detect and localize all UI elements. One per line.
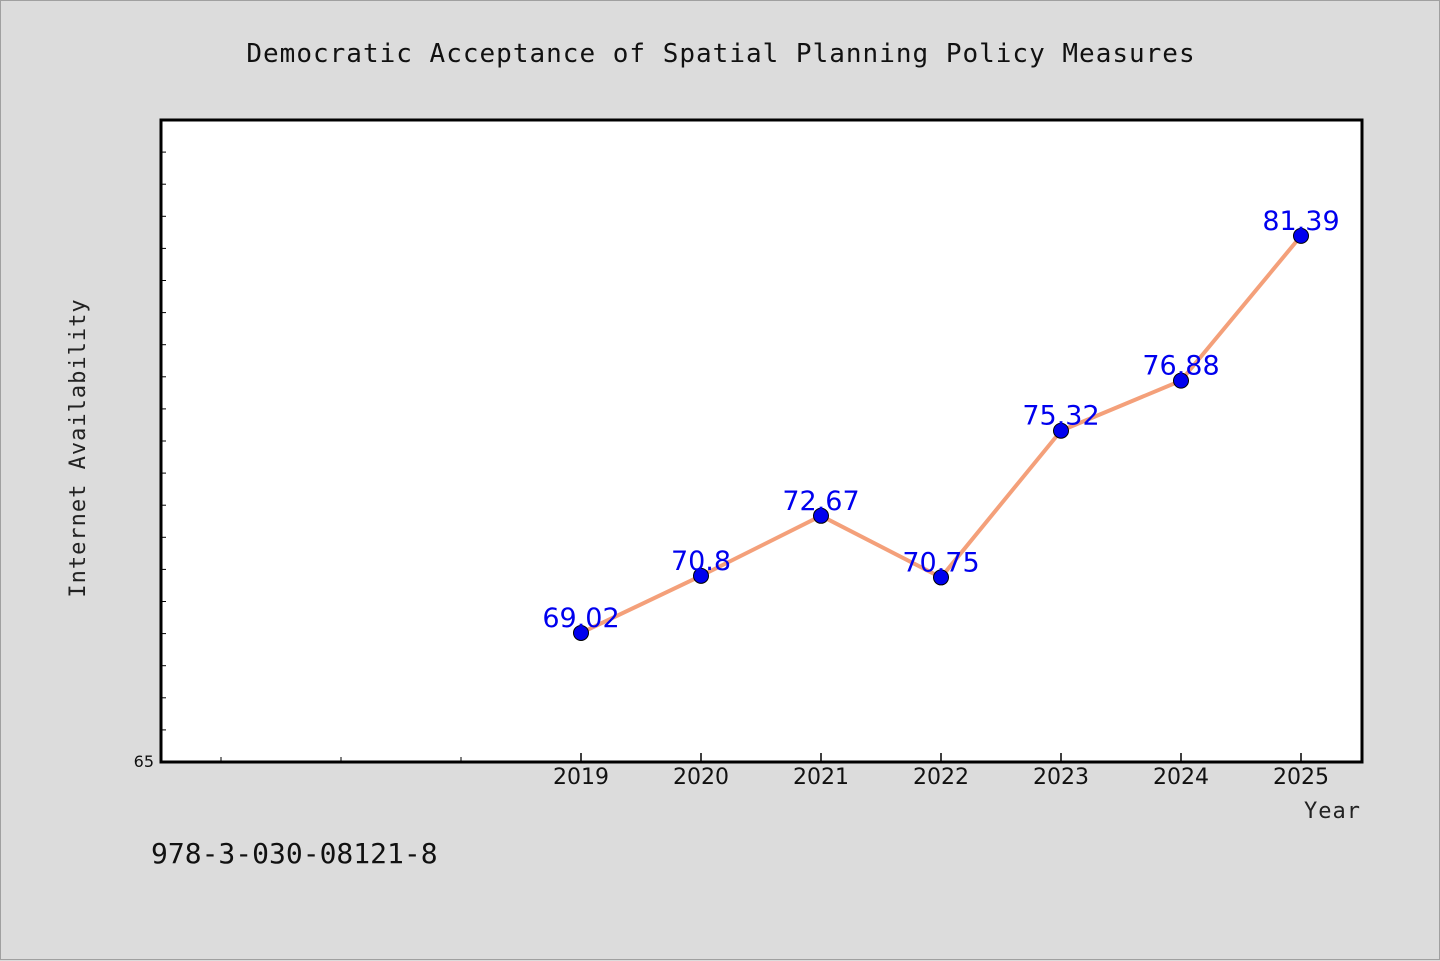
data-labels-group: 69.02 70.8 72.67 70.75 75.32 76.88 81.39 — [542, 206, 1339, 634]
x-tick-label-2022: 2022 — [913, 765, 969, 790]
data-label-2024: 76.88 — [1142, 351, 1219, 382]
y-axis-ticks — [161, 151, 166, 731]
x-axis-ticks — [580, 753, 1302, 762]
data-label-2022: 70.75 — [902, 547, 979, 578]
data-point-2020 — [693, 567, 709, 584]
y-axis-label: Internet Availability — [66, 298, 91, 597]
chart-title: Democratic Acceptance of Spatial Plannin… — [246, 39, 1195, 69]
x-tick-label-2019: 2019 — [553, 765, 609, 790]
data-point-2022 — [933, 569, 949, 586]
x-tick-labels: 2019 2020 2021 2022 2023 2024 2025 — [553, 765, 1329, 790]
data-label-2019: 69.02 — [542, 603, 619, 634]
data-point-2025 — [1293, 227, 1309, 244]
y-tick-label-65: 65 — [134, 752, 154, 771]
data-label-2021: 72.67 — [782, 486, 859, 517]
data-label-2020: 70.8 — [671, 546, 731, 577]
x-tick-label-2021: 2021 — [793, 765, 849, 790]
data-label-2025: 81.39 — [1262, 206, 1339, 237]
x-tick-label-2025: 2025 — [1273, 765, 1329, 790]
x-tick-label-2020: 2020 — [673, 765, 729, 790]
data-point-2021 — [813, 507, 829, 524]
data-point-2019 — [573, 624, 589, 641]
isbn-text: 978-3-030-08121-8 — [151, 837, 438, 870]
x-axis-minor-ticks — [220, 757, 462, 762]
markers-group — [573, 227, 1309, 641]
plot-area — [159, 118, 1364, 764]
x-tick-label-2024: 2024 — [1153, 765, 1209, 790]
data-point-2023 — [1053, 422, 1069, 439]
x-axis-label: Year — [1304, 799, 1361, 824]
data-label-2023: 75.32 — [1022, 401, 1099, 432]
data-point-2024 — [1173, 372, 1189, 389]
x-tick-label-2023: 2023 — [1033, 765, 1089, 790]
